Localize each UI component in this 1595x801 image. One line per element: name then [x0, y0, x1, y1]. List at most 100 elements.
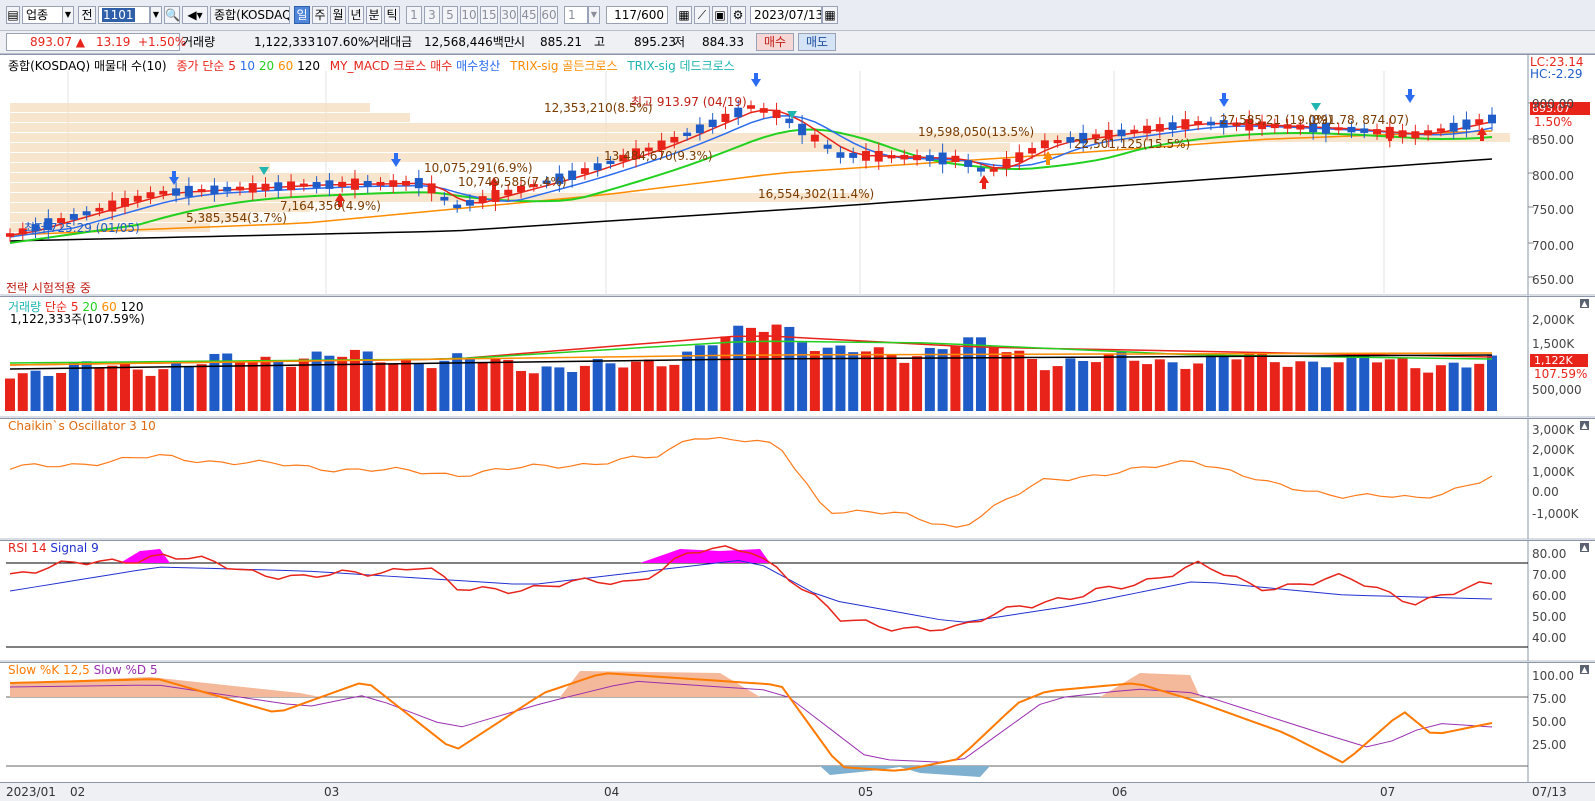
line-tool-icon[interactable]: ⟋ — [694, 6, 710, 24]
maximize-icon[interactable]: ▲ — [1580, 299, 1589, 308]
volume-bar — [554, 367, 565, 411]
volume-bar — [68, 362, 79, 411]
interval-10[interactable]: 10 — [460, 6, 478, 24]
sell-signal-arrow — [1219, 93, 1229, 107]
volume-bar — [1346, 352, 1357, 411]
calendar-icon[interactable]: ▦ — [822, 6, 838, 24]
volume-legend: 거래량 단순 5 20 60 120 — [8, 298, 143, 315]
sell-button[interactable]: 매도 — [798, 33, 836, 51]
volume-bar — [1384, 359, 1395, 411]
prev-button[interactable]: 전 — [78, 6, 96, 24]
volume-bar — [848, 352, 859, 411]
category-select[interactable]: 업종 — [22, 6, 74, 24]
candle — [1091, 134, 1100, 139]
interval-1[interactable]: 1 — [406, 6, 422, 24]
volume-bar — [516, 370, 527, 411]
volume-bar — [1282, 366, 1293, 411]
count-input[interactable]: 1 — [564, 6, 588, 24]
legend-volume: 거래량 — [8, 300, 42, 314]
candle — [810, 134, 819, 142]
volume-bar — [209, 353, 220, 411]
volume-profile-bar — [10, 153, 630, 162]
candle — [1475, 119, 1484, 125]
candle — [491, 189, 500, 202]
search-icon[interactable]: 🔍 — [164, 6, 180, 24]
period-week[interactable]: 주 — [312, 6, 328, 24]
volume-bar — [362, 351, 373, 411]
candle — [223, 186, 232, 192]
layout-icon[interactable]: ▤ — [6, 6, 20, 24]
legend-signal: Signal 9 — [50, 541, 99, 555]
maximize-icon[interactable]: ▲ — [1580, 543, 1589, 552]
trix-signal-arrow — [259, 167, 269, 175]
volume-bar — [1487, 355, 1497, 411]
date-label: 06 — [1112, 785, 1128, 799]
volume-bar — [171, 363, 182, 411]
maximize-icon[interactable]: ▲ — [1580, 665, 1589, 674]
interval-3[interactable]: 3 — [424, 6, 440, 24]
period-day[interactable]: 일 — [294, 6, 310, 24]
strategy-label: 전략 시험적용 중 — [6, 281, 91, 295]
save-icon[interactable]: ▣ — [712, 6, 728, 24]
y-tick: -1,000K — [1532, 507, 1579, 521]
volume-panel[interactable]: 거래량 단순 5 20 60 120 1,122,333주(107.59%) ▲… — [0, 296, 1595, 417]
code-input[interactable]: 1101 — [98, 6, 150, 24]
interval-60[interactable]: 60 — [540, 6, 558, 24]
volume-profile-bar — [10, 163, 270, 172]
chaikin-panel[interactable]: Chaikin`s Oscillator 3 10 ▲ 3,000K 2,000… — [0, 418, 1595, 539]
date-input[interactable]: 2023/07/13 — [750, 6, 822, 24]
volume-bar — [5, 378, 15, 411]
maximize-icon[interactable]: ▲ — [1580, 421, 1589, 430]
volume-bar — [1167, 362, 1178, 411]
interval-15[interactable]: 15 — [480, 6, 498, 24]
rsi-panel[interactable]: RSI 14 Signal 9 ▲ 80.00 70.00 60.00 50.0… — [0, 540, 1595, 661]
buy-button[interactable]: 매수 — [756, 33, 794, 51]
candle — [133, 195, 142, 202]
chevron-down-icon[interactable]: ▼ — [62, 6, 74, 24]
candle — [529, 184, 538, 188]
volume-bar — [1218, 356, 1229, 411]
volume-bar — [682, 351, 693, 411]
y-tick: 3,000K — [1532, 423, 1575, 437]
price-panel[interactable]: 종합(KOSDAQ) 매물대 수(10) 종가 단순 5 10 20 60 12… — [0, 54, 1595, 295]
volume-bar — [1423, 372, 1434, 411]
candle — [440, 196, 449, 201]
volume-bar — [1448, 362, 1459, 411]
stochastic-panel[interactable]: Slow %K 12,5 Slow %D 5 ▲ 100.00 75.00 50… — [0, 662, 1595, 783]
candle — [69, 214, 78, 220]
candle — [248, 183, 257, 193]
candle — [542, 180, 551, 184]
candle — [1347, 126, 1356, 133]
candle — [57, 218, 66, 223]
interval-30[interactable]: 30 — [500, 6, 518, 24]
volume-profile-bar — [10, 123, 710, 132]
volume-chart — [5, 297, 1529, 417]
candle — [619, 154, 628, 162]
volume-bar — [822, 347, 833, 411]
volume-profile-bar — [10, 103, 370, 112]
period-year[interactable]: 년 — [348, 6, 364, 24]
high-annotation: 최고 913.97 (04/19) — [631, 95, 747, 109]
period-minute[interactable]: 분 — [366, 6, 382, 24]
candle — [159, 190, 168, 195]
trix-signal-arrow — [787, 111, 797, 119]
period-tick[interactable]: 틱 — [384, 6, 400, 24]
market-label: 종합(KOSDAQ) — [210, 6, 290, 24]
interval-45[interactable]: 45 — [520, 6, 538, 24]
candle — [1258, 121, 1267, 130]
chart-tool-icon[interactable]: ▦ — [676, 6, 692, 24]
profile-label: 19,598,050(13.5%) — [918, 125, 1035, 139]
candle — [606, 160, 615, 165]
date-label: 2023/01 — [6, 785, 56, 799]
interval-5[interactable]: 5 — [442, 6, 458, 24]
candle — [1143, 125, 1152, 134]
chevron-down-icon[interactable]: ▼ — [150, 6, 162, 24]
candle — [964, 160, 973, 167]
volume-bar — [503, 359, 514, 411]
period-month[interactable]: 월 — [330, 6, 346, 24]
candle — [708, 119, 717, 128]
volume-bar — [886, 354, 897, 411]
chevron-down-icon[interactable]: ▼ — [588, 6, 600, 24]
speaker-icon[interactable]: ◀▾ — [182, 6, 208, 24]
gear-icon[interactable]: ⚙ — [730, 6, 746, 24]
